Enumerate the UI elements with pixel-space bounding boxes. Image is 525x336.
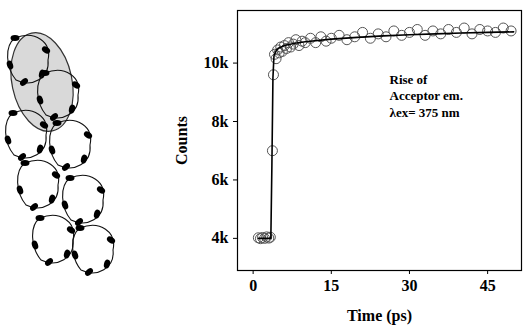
svg-text:30: 30: [401, 277, 417, 294]
svg-text:Time (ps): Time (ps): [347, 307, 412, 325]
svg-text:0: 0: [249, 277, 257, 294]
svg-text:10k: 10k: [204, 54, 229, 71]
svg-text:4k: 4k: [212, 229, 229, 246]
svg-text:45: 45: [480, 277, 496, 294]
svg-text:8k: 8k: [212, 113, 229, 130]
svg-text:6k: 6k: [212, 171, 229, 188]
svg-text:Rise ofAcceptor em.λex= 375 nm: Rise ofAcceptor em.λex= 375 nm: [390, 72, 463, 120]
svg-text:15: 15: [323, 277, 339, 294]
svg-text:Counts: Counts: [173, 116, 190, 165]
